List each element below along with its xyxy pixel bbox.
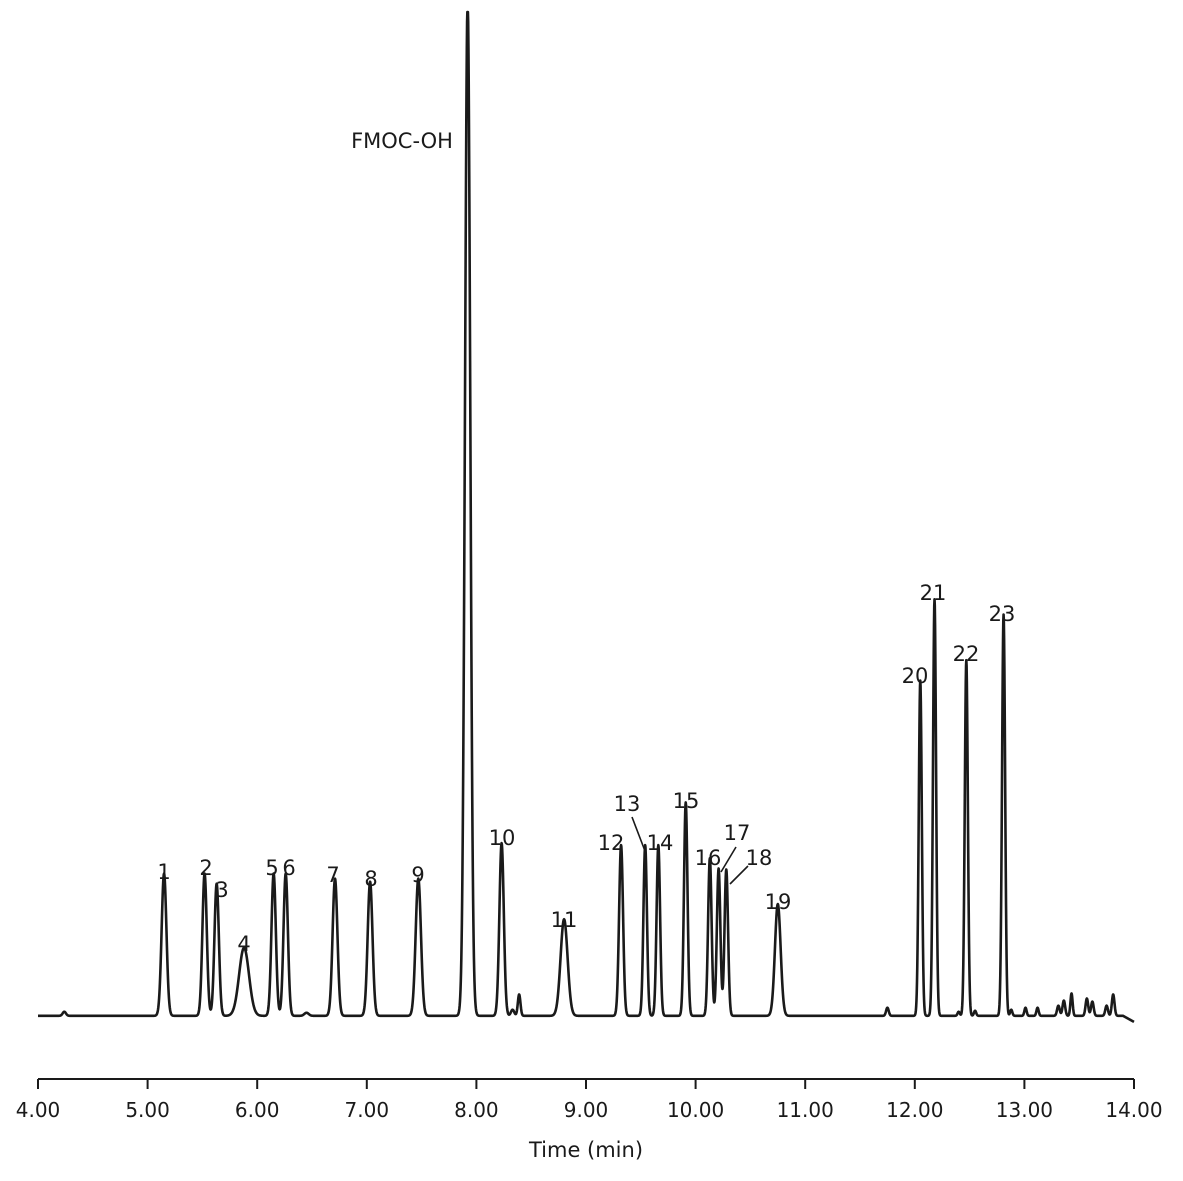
peak-label-13: 13 — [614, 792, 641, 816]
peak-label-19: 19 — [765, 890, 792, 914]
peak-label-17: 17 — [724, 821, 751, 845]
peak-label-7: 7 — [326, 863, 339, 887]
peak-label-fmoc-oh: FMOC-OH — [351, 129, 453, 153]
leader-line-13 — [631, 816, 646, 852]
peak-label-3: 3 — [215, 878, 228, 902]
x-tick-label: 9.00 — [564, 1098, 609, 1122]
x-axis: 4.00 5.00 6.00 7.00 8.00 9.00 10.00 11.00 12.00 1… — [16, 1078, 1163, 1122]
x-tick-label: 10.00 — [667, 1098, 724, 1122]
peak-label-14: 14 — [647, 831, 674, 855]
peak-label-12: 12 — [598, 831, 625, 855]
peak-label-20: 20 — [902, 664, 929, 688]
x-tick-label: 7.00 — [345, 1098, 390, 1122]
x-tick-label: 4.00 — [16, 1098, 61, 1122]
x-tick-label: 14.00 — [1105, 1098, 1162, 1122]
peak-label-22: 22 — [953, 642, 980, 666]
plot-area — [36, 10, 1136, 1024]
peak-label-6: 6 — [282, 856, 295, 880]
peak-label-15: 15 — [673, 789, 700, 813]
peak-label-18: 18 — [746, 846, 773, 870]
x-tick-label: 8.00 — [454, 1098, 499, 1122]
x-tick-label: 13.00 — [996, 1098, 1053, 1122]
peak-label-21: 21 — [920, 581, 947, 605]
peak-label-16: 16 — [695, 846, 722, 870]
x-axis-title: Time (min) — [528, 1138, 643, 1162]
peak-label-1: 1 — [157, 860, 170, 884]
peak-label-2: 2 — [199, 856, 212, 880]
peak-label-4: 4 — [237, 932, 250, 956]
x-tick-label: 11.00 — [777, 1098, 834, 1122]
peak-label-5: 5 — [265, 856, 278, 880]
peak-label-23: 23 — [989, 602, 1016, 626]
peak-label-8: 8 — [364, 867, 377, 891]
chromatogram-trace — [36, 10, 1136, 1024]
x-tick-label: 6.00 — [235, 1098, 280, 1122]
peak-label-11: 11 — [551, 908, 578, 932]
leader-line-18 — [729, 865, 749, 885]
x-tick-label: 5.00 — [125, 1098, 170, 1122]
peak-label-9: 9 — [411, 863, 424, 887]
leader-line-17 — [720, 846, 737, 873]
peak-label-10: 10 — [489, 826, 516, 850]
x-tick-label: 12.00 — [886, 1098, 943, 1122]
